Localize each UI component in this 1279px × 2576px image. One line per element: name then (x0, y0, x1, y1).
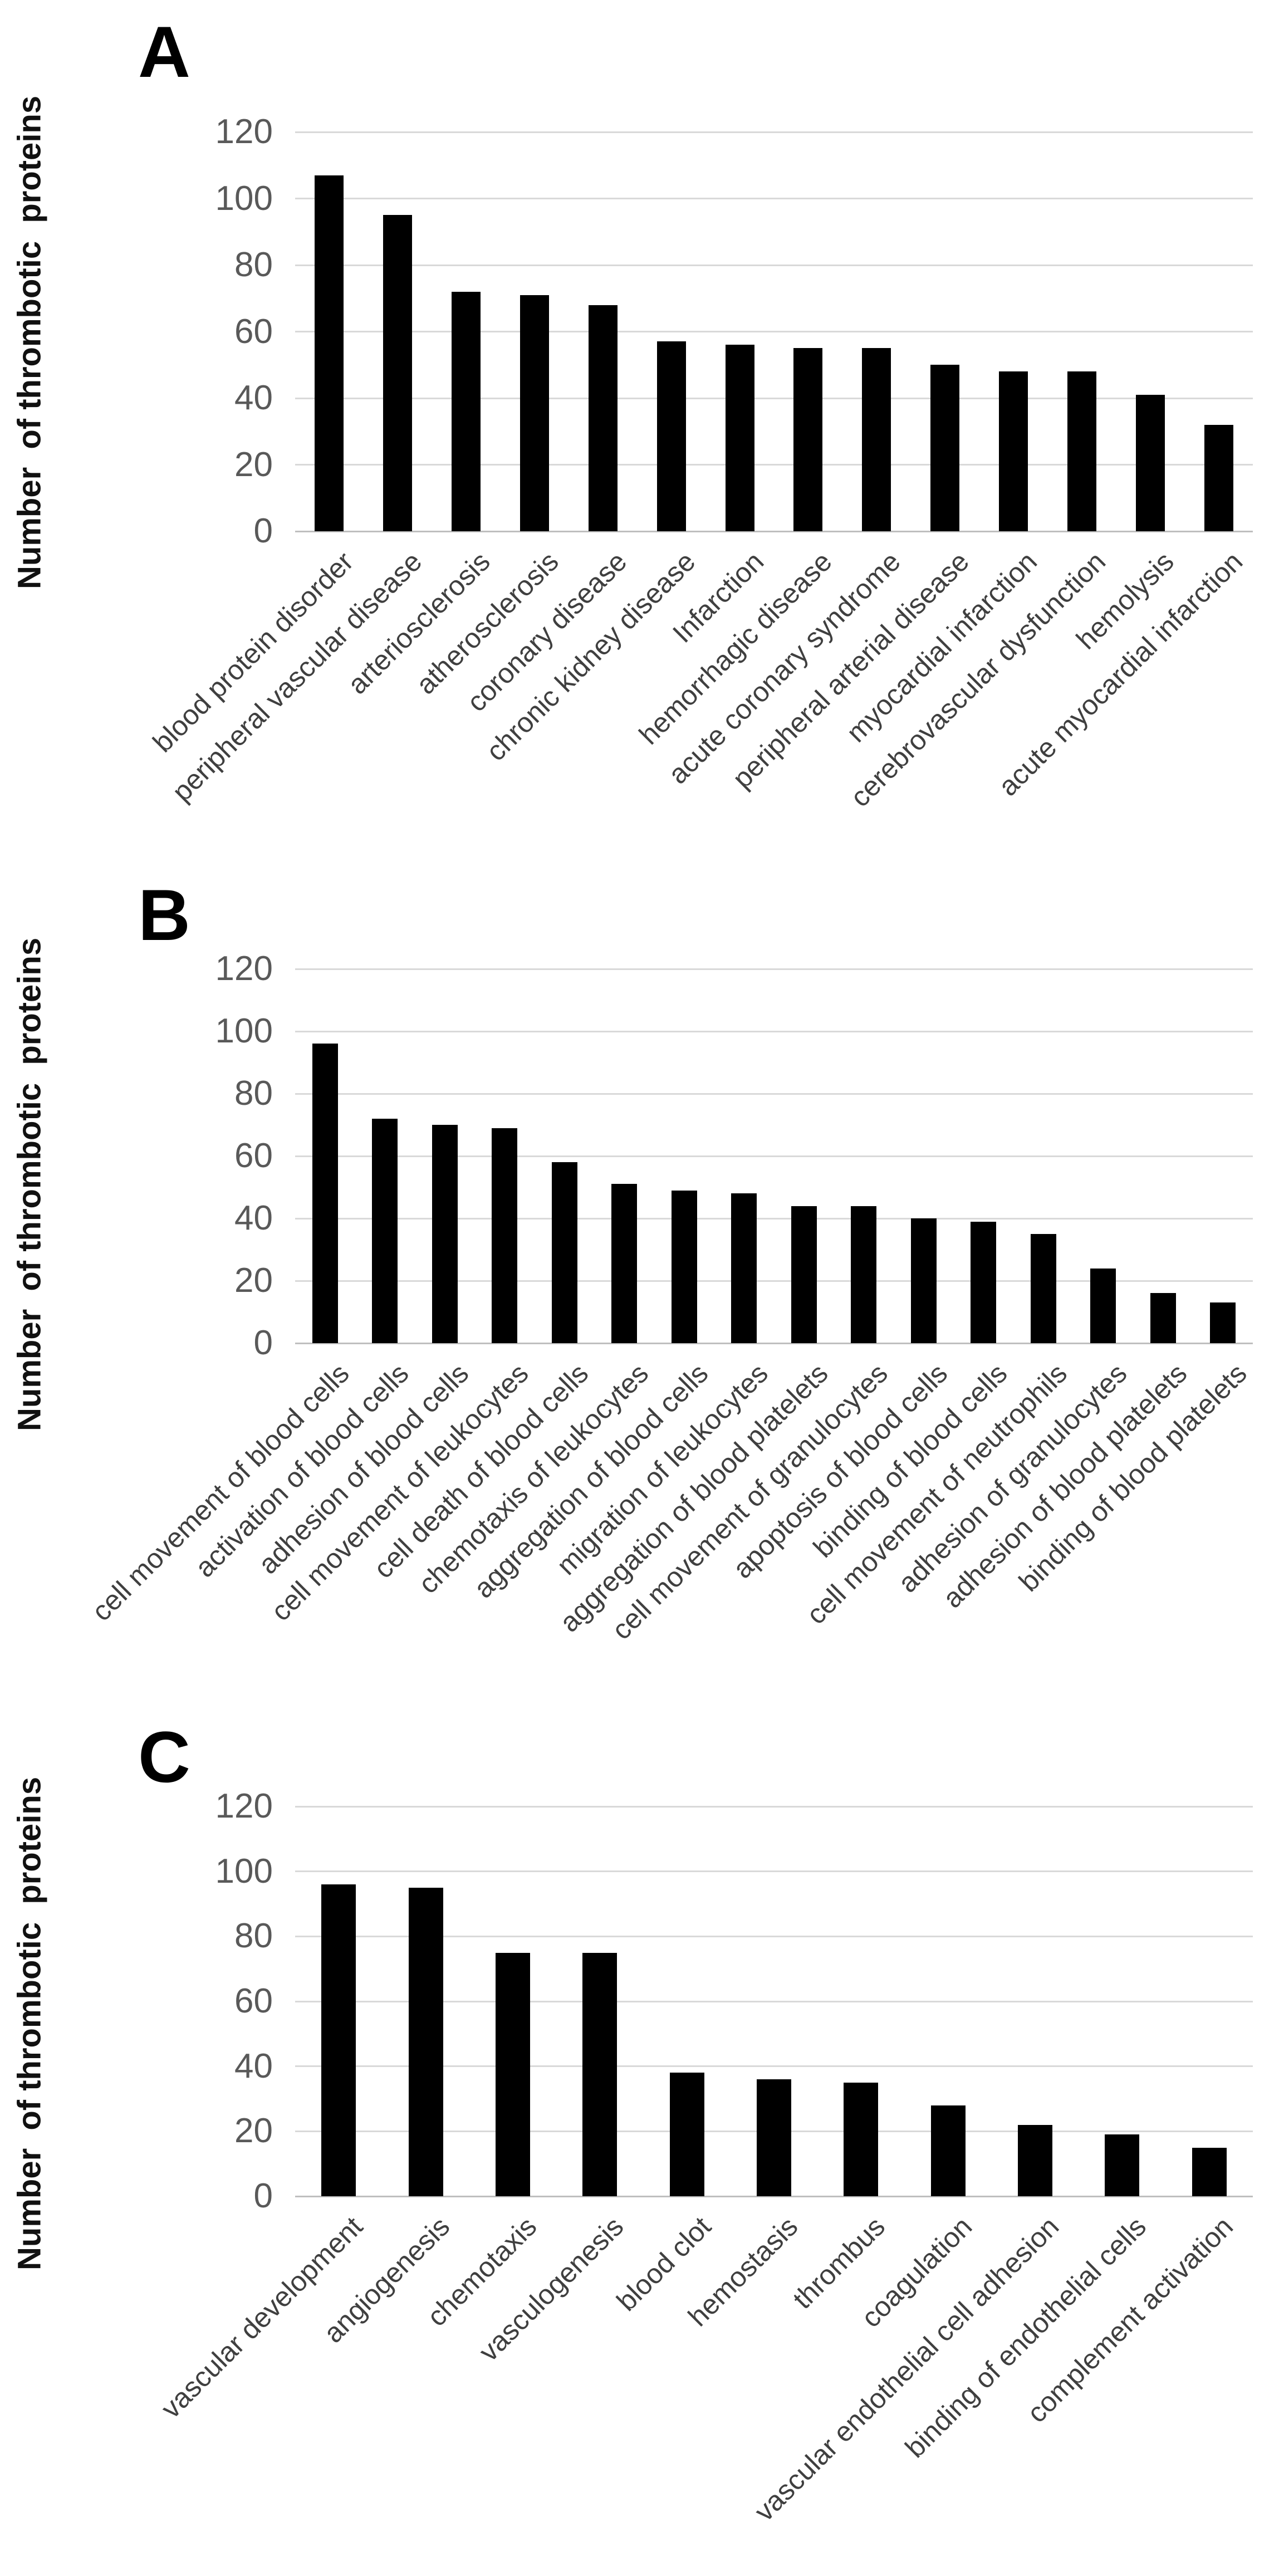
y-tick-label: 60 (234, 1137, 273, 1175)
bar-a4 (520, 295, 549, 531)
bar-c11 (1192, 2147, 1227, 2196)
y-tick-label: 100 (215, 1852, 273, 1891)
y-tick-label: 60 (234, 1982, 273, 2020)
gridline-y20 (295, 1280, 1253, 1282)
y-axis-title-c: Number of thrombotic proteins (11, 1776, 48, 2271)
bar-b12 (971, 1221, 997, 1343)
plot-area-b: 0 20 40 60 80 100 120 cell movement of blood ce… (86, 949, 1253, 1645)
bar-b13 (1030, 1234, 1056, 1343)
gridline-y100 (295, 1870, 1253, 1873)
gridline-y120 (295, 968, 1253, 970)
plot-area-c: 0 20 40 60 80 100 120 vascular development angio… (155, 1787, 1253, 2527)
gridline-y60 (295, 2000, 1253, 2002)
bar-b7 (671, 1190, 697, 1343)
bar-b5 (551, 1162, 577, 1343)
gridline-y20 (295, 464, 1253, 466)
bar-c9 (1018, 2124, 1053, 2196)
bar-c2 (408, 1887, 443, 2196)
y-axis-title-a: Number of thrombotic proteins (11, 95, 48, 590)
gridline-y120 (295, 131, 1253, 133)
gridline-y40 (295, 2065, 1253, 2068)
y-tick-label: 20 (234, 2112, 273, 2151)
bar-b6 (611, 1184, 638, 1343)
bar-b8 (731, 1193, 757, 1343)
panel-letter-b: B (138, 874, 190, 956)
x-category-label-text: vascular endothelial cell adhesion (748, 2211, 1065, 2528)
y-axis-title-b: Number of thrombotic proteins (11, 937, 48, 1432)
bar-a5 (588, 305, 618, 531)
bar-a14 (1204, 424, 1233, 531)
gridline-y100 (295, 1030, 1253, 1032)
gridline-y80 (295, 264, 1253, 266)
bar-a9 (862, 348, 891, 531)
bar-b15 (1150, 1293, 1176, 1343)
y-tick-label: 100 (215, 1012, 273, 1050)
y-tick-label: 40 (234, 2046, 273, 2085)
bar-c10 (1105, 2134, 1140, 2196)
bar-c4 (582, 1952, 618, 2196)
y-tick-label: 20 (234, 445, 273, 484)
bar-b11 (910, 1218, 937, 1343)
y-tick-label: 40 (234, 379, 273, 417)
gridline-y0 (295, 2195, 1253, 2197)
y-tick-label: 0 (253, 1324, 273, 1362)
y-tick-label: 120 (215, 112, 273, 151)
bar-b16 (1210, 1302, 1236, 1343)
gridline-y40 (295, 397, 1253, 399)
y-tick-label: 80 (234, 246, 273, 284)
bar-a6 (656, 341, 686, 531)
panel-letter-c: C (138, 1716, 190, 1798)
bar-b1 (312, 1044, 338, 1343)
bar-c7 (844, 2082, 879, 2196)
bar-b4 (492, 1128, 518, 1343)
bar-b14 (1090, 1268, 1116, 1343)
plot-area-a: 0 20 40 60 80 100 120 blood protein disorder per… (146, 112, 1253, 813)
gridline-y0 (295, 1342, 1253, 1344)
bar-c3 (495, 1952, 530, 2196)
bar-c8 (930, 2105, 966, 2196)
gridline-y40 (295, 1217, 1253, 1220)
bar-b3 (432, 1125, 458, 1343)
gridline-y0 (295, 530, 1253, 532)
gridline-y80 (295, 1935, 1253, 1937)
bar-a8 (793, 348, 823, 531)
y-tick-label: 120 (215, 1787, 273, 1825)
y-tick-label: 0 (253, 2177, 273, 2215)
bar-a13 (1135, 395, 1165, 531)
y-tick-label: 60 (234, 312, 273, 351)
y-tick-label: 20 (234, 1261, 273, 1300)
bar-b2 (372, 1118, 398, 1343)
y-tick-label: 80 (234, 1917, 273, 1956)
bar-c1 (321, 1884, 356, 2196)
panel-a: A Number of thrombotic proteins 0 20 40 60 8… (0, 0, 1279, 859)
y-tick-label: 80 (234, 1074, 273, 1113)
y-tick-label: 40 (234, 1199, 273, 1237)
y-tick-label: 0 (253, 512, 273, 550)
bar-c5 (669, 2073, 704, 2196)
y-tick-label: 100 (215, 179, 273, 218)
bar-a2 (383, 215, 413, 531)
bar-a12 (1067, 371, 1096, 531)
bar-a7 (725, 345, 754, 531)
gridline-y60 (295, 1155, 1253, 1157)
y-tick-label: 120 (215, 949, 273, 988)
bar-b10 (851, 1206, 877, 1343)
bar-a3 (452, 291, 481, 531)
panel-c: C Number of thrombotic proteins 0 20 40 60 8… (0, 1701, 1279, 2576)
bar-a10 (930, 365, 960, 531)
bar-a1 (315, 175, 344, 531)
bar-a11 (999, 371, 1028, 531)
gridline-y80 (295, 1093, 1253, 1095)
bar-c6 (757, 2079, 791, 2196)
gridline-y120 (295, 1805, 1253, 1808)
bar-b9 (791, 1206, 817, 1343)
gridline-y60 (295, 331, 1253, 332)
panel-b: B Number of thrombotic proteins 0 20 40 60 8… (0, 859, 1279, 1701)
gridline-y100 (295, 198, 1253, 199)
panel-letter-a: A (138, 11, 190, 92)
